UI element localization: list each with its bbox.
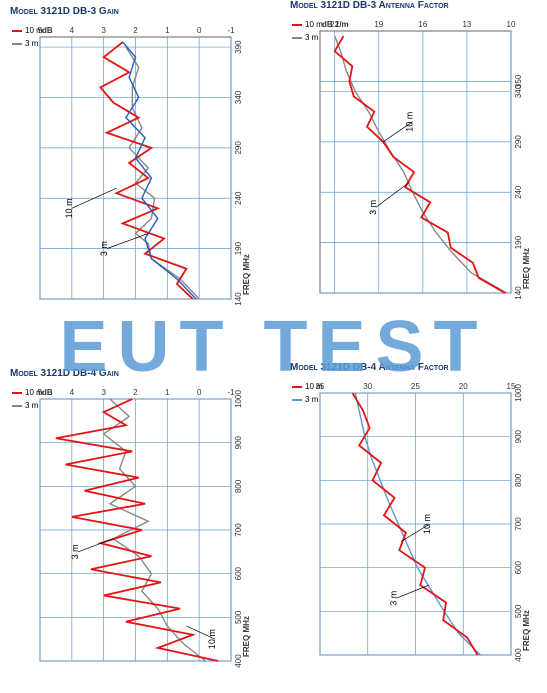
svg-text:240: 240 bbox=[514, 185, 523, 199]
svg-text:15: 15 bbox=[507, 382, 516, 391]
svg-text:190: 190 bbox=[234, 241, 243, 255]
svg-text:2: 2 bbox=[133, 388, 138, 397]
svg-text:1: 1 bbox=[165, 26, 170, 35]
panel-db4-gain: Model 3121D DB-4 Gain 10 m 3 m 400500600… bbox=[10, 368, 255, 683]
svg-text:16: 16 bbox=[418, 20, 427, 29]
svg-text:FREQ MHz: FREQ MHz bbox=[242, 616, 251, 657]
legend-swatch-10m bbox=[12, 30, 22, 32]
svg-text:0: 0 bbox=[197, 26, 202, 35]
svg-text:10: 10 bbox=[507, 20, 516, 29]
svg-text:1: 1 bbox=[165, 388, 170, 397]
svg-text:10 m: 10 m bbox=[207, 629, 217, 649]
svg-text:FREQ MHz: FREQ MHz bbox=[522, 248, 531, 289]
svg-text:dB: dB bbox=[42, 26, 53, 35]
legend-swatch-10m bbox=[12, 392, 22, 394]
title-db4-af: Model 3121D DB-4 Antenna Factor bbox=[290, 362, 535, 373]
svg-text:3: 3 bbox=[101, 388, 106, 397]
svg-text:10 m: 10 m bbox=[64, 198, 74, 218]
legend-swatch-3m bbox=[12, 405, 22, 407]
legend-label-3m: 3 m bbox=[25, 401, 38, 410]
svg-text:25: 25 bbox=[411, 382, 420, 391]
svg-text:FREQ MHz: FREQ MHz bbox=[522, 610, 531, 651]
legend-label-10m: 10 m bbox=[25, 388, 43, 397]
svg-text:dB 1/m: dB 1/m bbox=[322, 20, 349, 29]
legend-br: 10 m 3 m bbox=[292, 382, 323, 404]
svg-text:600: 600 bbox=[514, 560, 523, 574]
legend-swatch-10m bbox=[292, 386, 302, 388]
legend-swatch-3m bbox=[292, 37, 302, 39]
legend-bl: 10 m 3 m bbox=[12, 388, 43, 410]
svg-text:3 m: 3 m bbox=[368, 200, 378, 215]
svg-text:3 m: 3 m bbox=[99, 241, 109, 256]
svg-text:1000: 1000 bbox=[234, 390, 243, 408]
legend-tl: 10 m 3 m bbox=[12, 26, 43, 48]
svg-text:3 m: 3 m bbox=[388, 591, 398, 606]
legend-tr: 10 m 3 m bbox=[292, 20, 323, 42]
svg-text:600: 600 bbox=[234, 566, 243, 580]
legend-label-3m: 3 m bbox=[305, 33, 318, 42]
svg-text:dB: dB bbox=[42, 388, 53, 397]
svg-text:3: 3 bbox=[101, 26, 106, 35]
svg-text:19: 19 bbox=[374, 20, 383, 29]
svg-text:390: 390 bbox=[234, 40, 243, 54]
svg-text:800: 800 bbox=[234, 479, 243, 493]
svg-text:10 m: 10 m bbox=[405, 112, 415, 132]
legend-swatch-10m bbox=[292, 24, 302, 26]
svg-text:3 m: 3 m bbox=[70, 544, 80, 559]
title-db3-gain: Model 3121D DB-3 Gain bbox=[10, 6, 255, 17]
legend-label-3m: 3 m bbox=[25, 39, 38, 48]
svg-text:900: 900 bbox=[234, 435, 243, 449]
svg-text:13: 13 bbox=[462, 20, 471, 29]
chart-db4-af: 40050060070080090010001520253035FREQ MHz… bbox=[290, 377, 535, 677]
title-db3-af: Model 3121D DB-3 Antenna Factor bbox=[290, 0, 535, 11]
svg-text:FREQ MHz: FREQ MHz bbox=[242, 254, 251, 295]
legend-label-10m: 10 m bbox=[305, 382, 323, 391]
svg-text:4: 4 bbox=[70, 26, 75, 35]
svg-text:10 m: 10 m bbox=[422, 514, 432, 534]
legend-label-10m: 10 m bbox=[305, 20, 323, 29]
svg-text:20: 20 bbox=[459, 382, 468, 391]
legend-label-3m: 3 m bbox=[305, 395, 318, 404]
chart-db3-gain: 140190240290340390-1012345FREQ MHzdB3 m1… bbox=[10, 21, 255, 321]
svg-text:800: 800 bbox=[514, 473, 523, 487]
svg-text:30: 30 bbox=[363, 382, 372, 391]
svg-text:240: 240 bbox=[234, 191, 243, 205]
svg-text:4: 4 bbox=[70, 388, 75, 397]
legend-swatch-3m bbox=[12, 43, 22, 45]
svg-text:700: 700 bbox=[514, 517, 523, 531]
legend-label-10m: 10 m bbox=[25, 26, 43, 35]
panel-db4-af: Model 3121D DB-4 Antenna Factor 10 m 3 m… bbox=[290, 362, 535, 677]
panel-db3-gain: Model 3121D DB-3 Gain 10 m 3 m 1 4 0 190 240… bbox=[10, 6, 255, 321]
chart-db3-af: 1401902402903403501013161922FREQ MHzdB 1… bbox=[290, 15, 535, 315]
svg-text:2: 2 bbox=[133, 26, 138, 35]
svg-text:-1: -1 bbox=[227, 388, 235, 397]
title-db4-gain: Model 3121D DB-4 Gain bbox=[10, 368, 255, 379]
chart-db4-gain: 4005006007008009001000-1012345FREQ MHzdB… bbox=[10, 383, 255, 683]
svg-text:0: 0 bbox=[197, 388, 202, 397]
svg-text:900: 900 bbox=[514, 429, 523, 443]
svg-text:290: 290 bbox=[514, 135, 523, 149]
svg-text:290: 290 bbox=[234, 141, 243, 155]
svg-text:-1: -1 bbox=[227, 26, 235, 35]
panel-db3-af: Model 3121D DB-3 Antenna Factor 10 m 3 m… bbox=[290, 0, 535, 315]
legend-swatch-3m bbox=[292, 399, 302, 401]
svg-text:350: 350 bbox=[514, 74, 523, 88]
svg-text:190: 190 bbox=[514, 235, 523, 249]
svg-text:340: 340 bbox=[234, 90, 243, 104]
svg-text:700: 700 bbox=[234, 523, 243, 537]
